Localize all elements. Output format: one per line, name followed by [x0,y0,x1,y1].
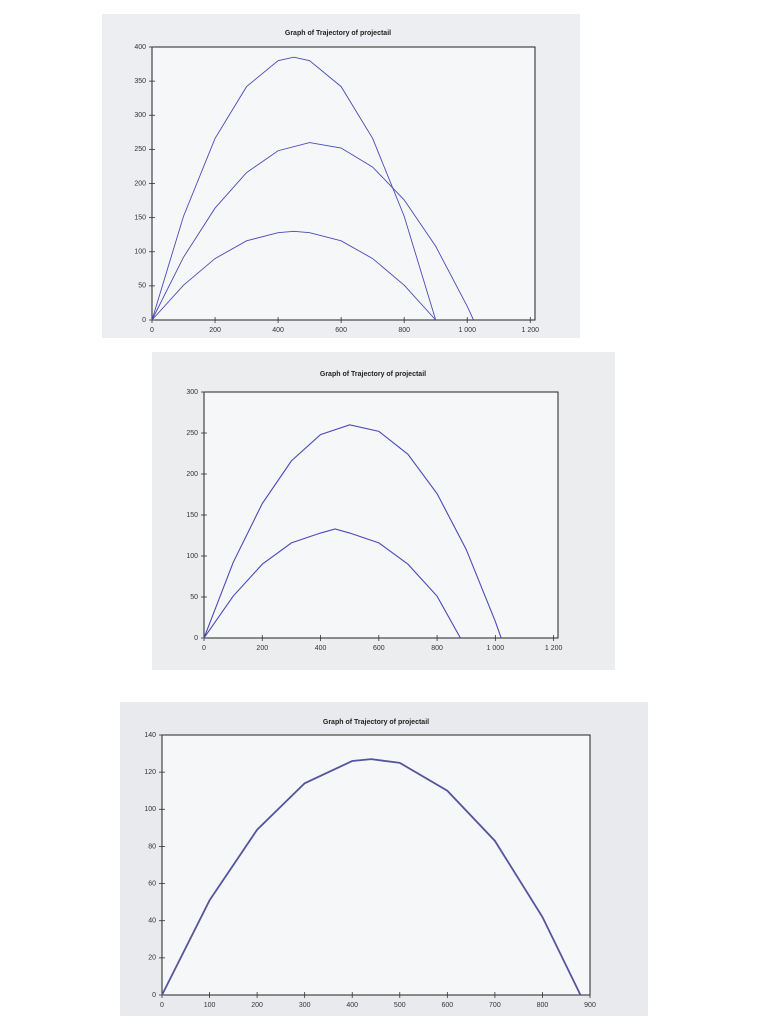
y-tick-label: 140 [144,732,156,739]
x-tick-label: 200 [209,327,221,334]
x-tick-label: 500 [394,1002,406,1009]
x-tick-label: 600 [441,1002,453,1009]
x-tick-label: 800 [431,645,443,652]
y-tick-label: 350 [134,78,146,85]
x-tick-label: 900 [584,1002,596,1009]
y-tick-label: 100 [134,249,146,256]
x-tick-label: 200 [251,1002,263,1009]
plot-area [161,734,591,996]
chart-title: Graph of Trajectory of projectail [323,719,429,726]
y-tick-label: 50 [138,283,146,290]
x-tick-label: 300 [299,1002,311,1009]
x-tick-label: 200 [256,645,268,652]
trajectory-line [203,528,461,639]
trajectory-line [151,230,437,321]
x-tick-label: 400 [272,327,284,334]
y-tick-label: 300 [134,112,146,119]
x-tick-label: 0 [150,327,154,334]
plot-area [151,46,536,321]
x-tick-label: 800 [537,1002,549,1009]
x-tick-label: 600 [335,327,347,334]
x-tick-label: 700 [489,1002,501,1009]
trajectory-line [151,56,437,321]
trajectory-line [161,758,582,996]
x-tick-label: 0 [202,645,206,652]
x-tick-label: 600 [373,645,385,652]
y-tick-label: 100 [186,553,198,560]
y-tick-label: 400 [134,44,146,51]
x-tick-label: 800 [398,327,410,334]
y-tick-label: 250 [186,430,198,437]
x-tick-label: 400 [346,1002,358,1009]
y-tick-label: 40 [148,918,156,925]
chart-title: Graph of Trajectory of projectail [285,30,391,37]
x-tick-label: 100 [204,1002,216,1009]
x-tick-label: 0 [160,1002,164,1009]
chart-title: Graph of Trajectory of projectail [320,371,426,378]
x-tick-label: 400 [315,645,327,652]
y-tick-label: 50 [190,594,198,601]
y-tick-label: 100 [144,806,156,813]
y-tick-label: 250 [134,146,146,153]
trajectory-line [203,424,502,639]
y-tick-label: 200 [186,471,198,478]
y-tick-label: 200 [134,180,146,187]
y-tick-label: 120 [144,769,156,776]
y-tick-label: 80 [148,843,156,850]
y-tick-label: 150 [186,512,198,519]
x-tick-label: 1 000 [487,645,505,652]
y-tick-label: 300 [186,389,198,396]
y-tick-label: 150 [134,214,146,221]
y-tick-label: 0 [142,317,146,324]
x-tick-label: 1 000 [458,327,476,334]
y-tick-label: 0 [194,635,198,642]
x-tick-label: 1 200 [522,327,540,334]
x-tick-label: 1 200 [545,645,563,652]
y-tick-label: 20 [148,955,156,962]
y-tick-label: 0 [152,992,156,999]
y-tick-label: 60 [148,880,156,887]
trajectory-line [151,142,474,321]
